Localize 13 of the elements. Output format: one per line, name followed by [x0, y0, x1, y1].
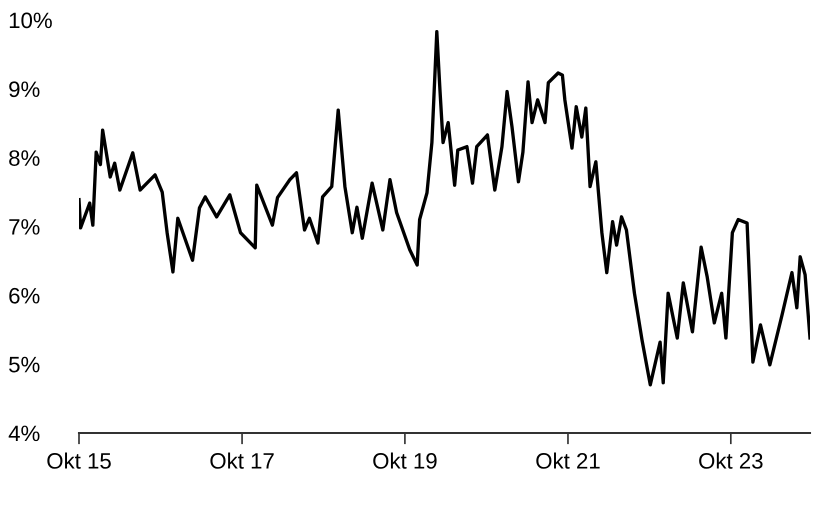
- x-tick-label: Okt 23: [699, 452, 763, 469]
- x-tick-label: Okt 15: [47, 452, 111, 469]
- y-tick-label: 8%: [9, 150, 40, 166]
- y-tick-label: 10%: [10, 12, 52, 28]
- y-tick-label: 6%: [9, 288, 40, 304]
- y-tick-label: 4%: [8, 426, 40, 442]
- x-tick-label: Okt 17: [210, 452, 274, 469]
- y-tick-label: 5%: [9, 356, 40, 372]
- x-tick-label: Okt 21: [536, 452, 600, 469]
- y-tick-label: 7%: [9, 219, 40, 235]
- y-tick-label: 9%: [9, 81, 40, 98]
- line-series: [79, 30, 810, 386]
- x-tick-label: Okt 19: [373, 452, 437, 469]
